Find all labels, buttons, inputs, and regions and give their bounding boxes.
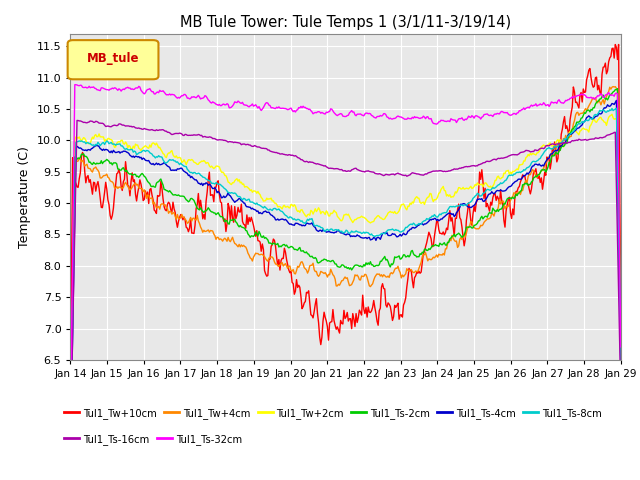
Title: MB Tule Tower: Tule Temps 1 (3/1/11-3/19/14): MB Tule Tower: Tule Temps 1 (3/1/11-3/19… bbox=[180, 15, 511, 30]
Legend: Tul1_Ts-16cm, Tul1_Ts-32cm: Tul1_Ts-16cm, Tul1_Ts-32cm bbox=[65, 434, 242, 445]
Y-axis label: Temperature (C): Temperature (C) bbox=[18, 146, 31, 248]
FancyBboxPatch shape bbox=[68, 40, 159, 79]
Text: MB_tule: MB_tule bbox=[87, 52, 140, 65]
